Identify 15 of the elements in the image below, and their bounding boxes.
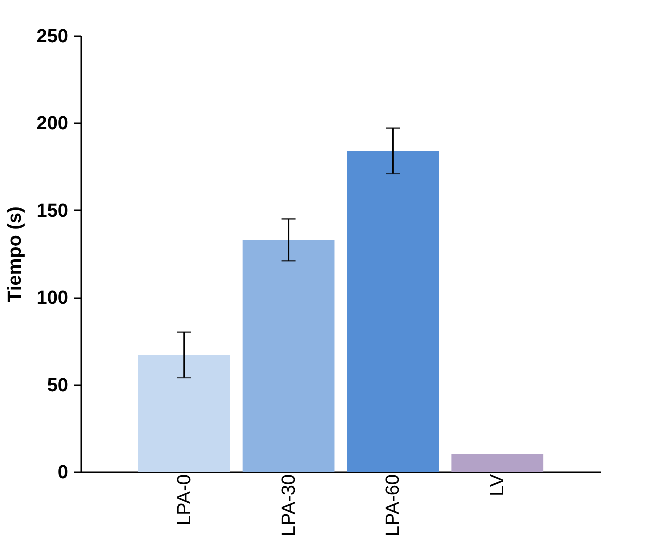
y-tick-label: 100	[36, 288, 68, 310]
y-axis-title: Tiempo (s)	[4, 206, 26, 302]
y-tick-label: 250	[36, 26, 68, 48]
y-tick-label: 0	[58, 462, 68, 484]
y-tick-label: 150	[36, 200, 68, 222]
y-tick-label: 50	[47, 375, 68, 396]
bar	[138, 355, 230, 472]
x-tick-label: LPA-60	[383, 474, 404, 536]
x-tick-label: LPA-0	[174, 474, 196, 526]
bar	[242, 240, 335, 472]
bar	[452, 454, 544, 472]
y-tick-label: 200	[36, 114, 68, 135]
x-tick-label: LV	[488, 474, 509, 496]
bar	[347, 151, 440, 472]
x-tick-label: LPA-30	[278, 474, 300, 536]
